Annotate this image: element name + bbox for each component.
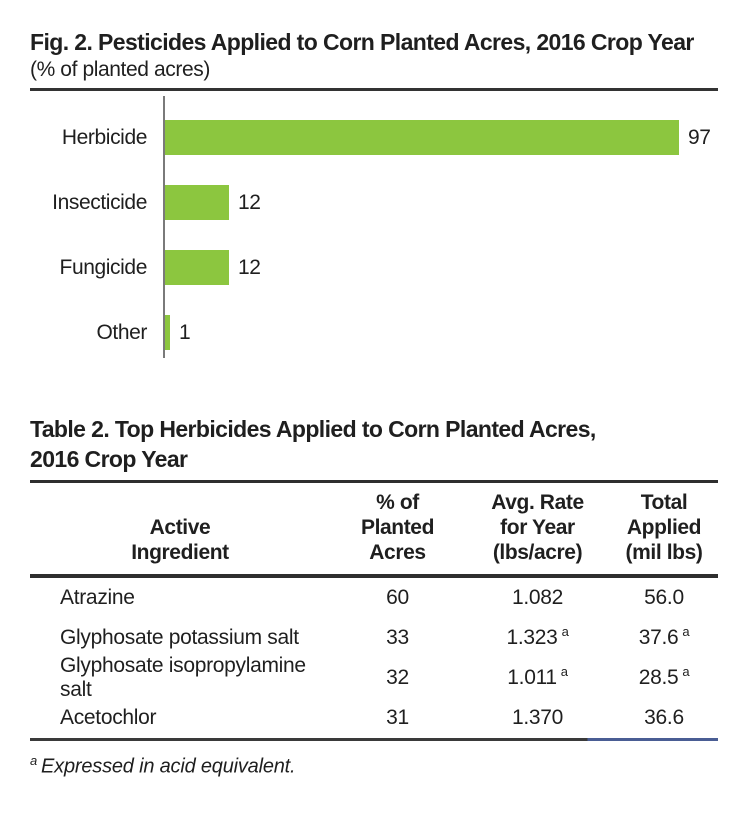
table-cell: 36.6	[644, 706, 684, 729]
footnote-marker: a	[30, 753, 38, 768]
figure-subtitle: (% of planted acres)	[30, 58, 210, 81]
table-row: Acetochlor 31 1.370 36.6	[30, 698, 718, 738]
chart-value-label: 12	[238, 190, 261, 214]
table-column-header: % of Planted Acres	[360, 491, 435, 564]
herbicides-table: Active Ingredient % of Planted Acres Avg. Rat…	[30, 480, 718, 741]
figure-block: Fig. 2. Pesticides Applied to Corn Plant…	[30, 28, 718, 358]
table-block: Table 2. Top Herbicides Applied to Corn …	[30, 414, 718, 779]
title-divider-rule	[30, 88, 718, 91]
table-footnote: a Expressed in acid equivalent.	[30, 753, 718, 779]
footnote-reference: a	[561, 624, 569, 639]
table-header-row: Active Ingredient % of Planted Acres Avg. Rat…	[30, 483, 718, 574]
footnote-text: Expressed in acid equivalent.	[41, 755, 296, 778]
table-body: Atrazine 60 1.082 56.0 Glyphosate potassium …	[30, 578, 718, 738]
chart-row-herbicide: Herbicide 97	[30, 120, 718, 155]
footnote-reference: a	[682, 624, 690, 639]
chart-category-label: Insecticide	[52, 190, 147, 214]
table-title-line1: Table 2. Top Herbicides Applied to Corn …	[30, 416, 596, 442]
table-cell: 1.011 a	[507, 664, 568, 689]
ingredient-name-cell: Glyphosate isopropylamine salt	[60, 654, 306, 701]
chart-row-insecticide: Insecticide 12	[30, 185, 718, 220]
table-title-line2: 2016 Crop Year	[30, 446, 188, 472]
chart-bar-area: 97	[165, 120, 711, 155]
table-row: Glyphosate potassium salt 33 1.323 a 37.6 a	[30, 618, 718, 658]
table-header-rule	[30, 574, 718, 578]
chart-category-label: Herbicide	[61, 125, 148, 149]
table-bottom-rule	[30, 738, 718, 741]
table-row: Atrazine 60 1.082 56.0	[30, 578, 718, 618]
chart-row-fungicide: Fungicide 12	[30, 250, 718, 285]
footnote-reference: a	[682, 664, 690, 679]
chart-y-axis-line	[163, 96, 165, 358]
table-column-header: Total Applied (mil lbs)	[625, 491, 703, 564]
chart-bar	[165, 120, 679, 155]
table-column-header: Avg. Rate for Year (lbs/acre)	[491, 491, 584, 564]
table-column-header: Active Ingredient	[131, 516, 229, 564]
table-cell: 1.323 a	[506, 624, 569, 649]
table-cell: 33	[386, 626, 409, 649]
chart-row-other: Other 1	[30, 315, 718, 350]
chart-category-label: Fungicide	[59, 255, 148, 279]
chart-bar	[165, 185, 229, 220]
table-cell: 31	[386, 706, 409, 729]
chart-bar	[165, 315, 170, 350]
table-top-rule	[30, 480, 718, 483]
table-cell: 28.5 a	[638, 664, 690, 689]
table-cell: 1.082	[511, 586, 564, 609]
figure-title: Fig. 2. Pesticides Applied to Corn Plant…	[30, 29, 694, 55]
chart-value-label: 97	[688, 125, 711, 149]
chart-category-label: Other	[96, 320, 147, 344]
ingredient-name-cell: Glyphosate potassium salt	[60, 626, 299, 649]
table-cell: 32	[386, 666, 409, 689]
table-cell: 37.6 a	[638, 624, 690, 649]
table-cell: 56.0	[644, 586, 684, 609]
chart-bar-area: 12	[165, 250, 261, 285]
table-row: Glyphosate isopropylamine salt 32 1.011 a 28…	[30, 654, 718, 701]
chart-value-label: 12	[238, 255, 261, 279]
ingredient-name-cell: Acetochlor	[60, 706, 157, 729]
table-cell: 60	[386, 586, 409, 609]
bar-chart: Herbicide 97 Insecticide 12 Fungicide 12 Other…	[30, 96, 718, 358]
chart-bar	[165, 250, 229, 285]
chart-bar-area: 1	[165, 315, 191, 350]
chart-bar-area: 12	[165, 185, 261, 220]
table-cell: 1.370	[511, 706, 564, 729]
table-title: Table 2. Top Herbicides Applied to Corn …	[30, 414, 718, 474]
chart-value-label: 1	[179, 320, 191, 344]
ingredient-name-cell: Atrazine	[60, 586, 135, 609]
footnote-reference: a	[560, 664, 568, 679]
